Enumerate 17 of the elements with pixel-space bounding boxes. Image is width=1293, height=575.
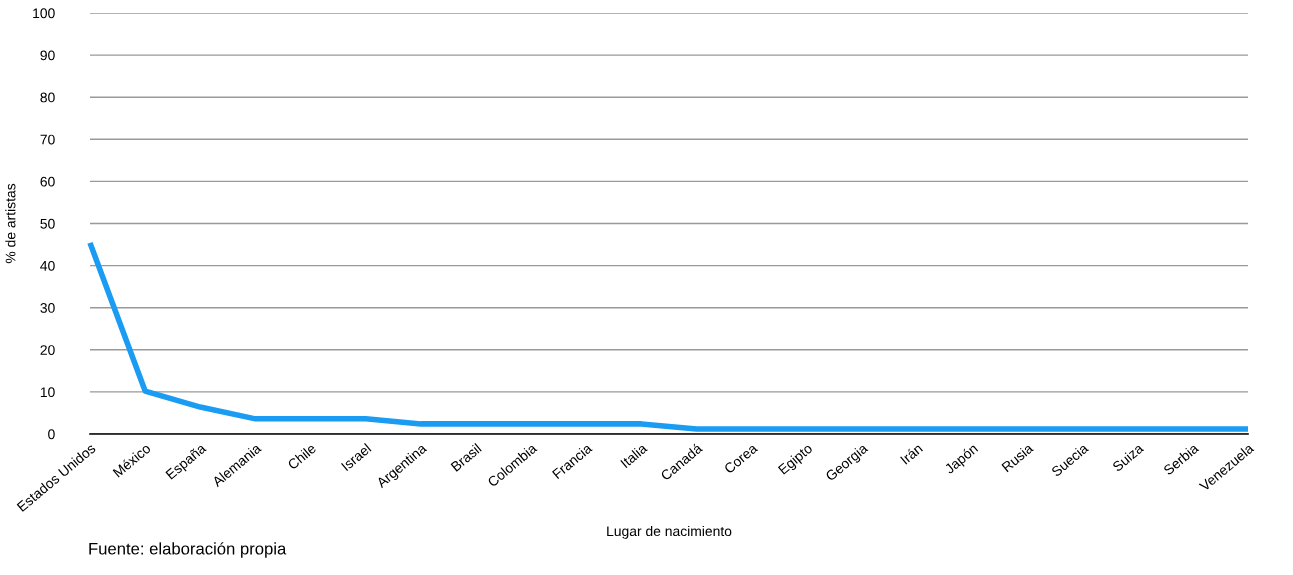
x-tick-label: Chile: [286, 442, 317, 471]
y-tick-label: 10: [40, 387, 55, 398]
x-tick-label: Italia: [619, 442, 648, 469]
y-tick-label: 40: [40, 260, 55, 271]
y-tick-label: 90: [40, 50, 55, 61]
y-tick-label: 100: [33, 8, 55, 19]
x-tick-label: Irán: [899, 442, 924, 465]
y-tick-label: 20: [40, 345, 55, 355]
y-tick-label: 60: [40, 176, 55, 187]
y-tick-label: 70: [40, 134, 55, 145]
x-axis-title: Lugar de nacimiento: [607, 525, 732, 539]
y-tick-label: 80: [40, 92, 55, 103]
y-axis-title: % de artistas: [5, 183, 16, 264]
source-note: Fuente: elaboración propia: [89, 542, 287, 558]
y-tick-label: 0: [48, 429, 55, 440]
y-tick-label: 50: [40, 218, 55, 229]
y-tick-label: 30: [40, 303, 55, 313]
